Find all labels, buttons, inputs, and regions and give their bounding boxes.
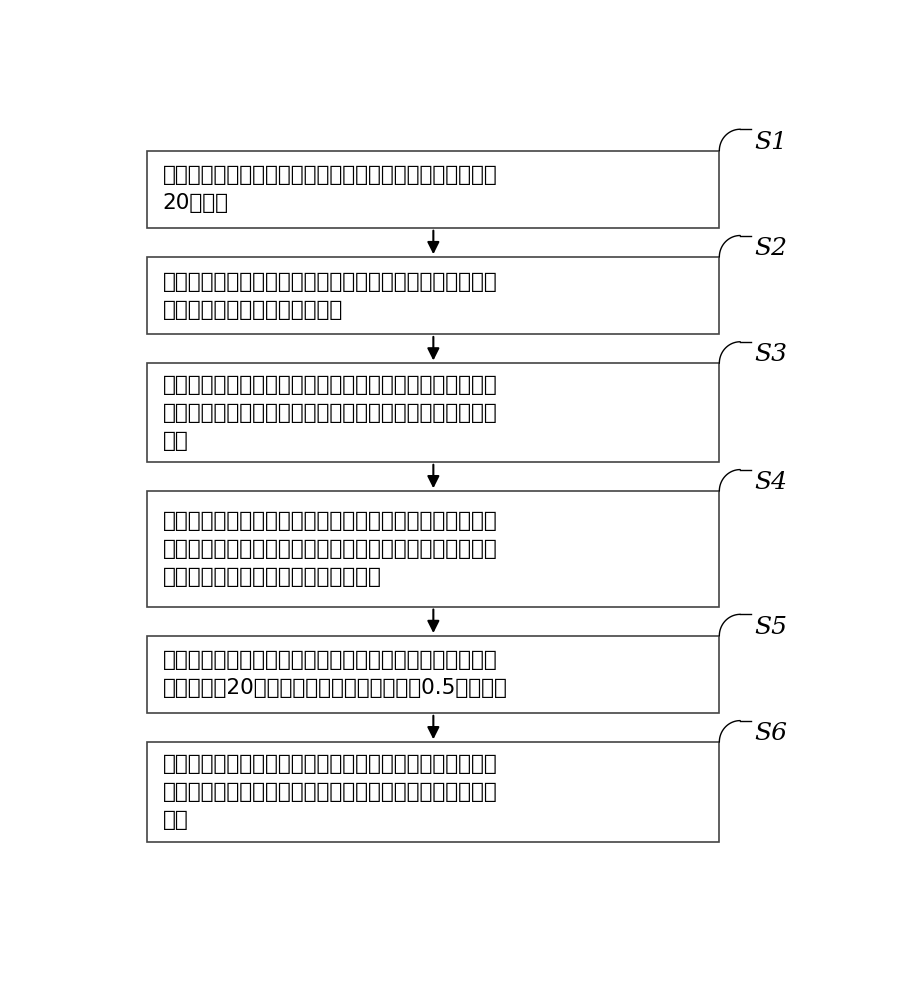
Text: 反应管道内的混合液循环流回所述容器，该容器中的溶液再
循环流入膜反应器的第一空间，与穿过微孔膜的丙烯腈循环
反应: 反应管道内的混合液循环流回所述容器，该容器中的溶液再 循环流入膜反应器的第一空间… xyxy=(163,754,498,830)
Text: 提供丙烯腈，该丙烯腈通过一第二输送管道连续加入至膜反
应器的第二空间，丙烯腈穿过微孔膜进入第一空间加入至流
动的游离细胞液中混合后形成一混合液: 提供丙烯腈，该丙烯腈通过一第二输送管道连续加入至膜反 应器的第二空间，丙烯腈穿过… xyxy=(163,511,498,587)
Text: 将所述游离细胞液通过一第一输送管道连续加入之膜反应器
的第一空间，并使游离细胞液在第一空间内沿微孔膜的表面
流动: 将所述游离细胞液通过一第一输送管道连续加入之膜反应器 的第一空间，并使游离细胞液… xyxy=(163,375,498,451)
Bar xyxy=(148,363,719,462)
Text: S6: S6 xyxy=(754,722,788,745)
Bar xyxy=(148,742,719,842)
Text: 所述混合液从第一空间流出进入一反应管道，该反应管道内
的温度小于20摄氏度，反应管道的长度大于0.5米；以及: 所述混合液从第一空间流出进入一反应管道，该反应管道内 的温度小于20摄氏度，反应… xyxy=(163,650,508,698)
Text: S1: S1 xyxy=(754,131,788,154)
Text: S4: S4 xyxy=(754,471,788,494)
Bar xyxy=(148,636,719,713)
Text: 提供一膜反应器，该膜反应器包括一微孔膜，该微孔膜将膜
反应器分为第一空间和第二空间: 提供一膜反应器，该膜反应器包括一微孔膜，该微孔膜将膜 反应器分为第一空间和第二空… xyxy=(163,272,498,320)
Bar xyxy=(148,151,719,228)
Text: S5: S5 xyxy=(754,616,788,639)
Text: S2: S2 xyxy=(754,237,788,260)
Bar xyxy=(148,491,719,607)
Text: 提供一容器，该容器中盛有游离细胞液，该容器的温度小于
20摄氏度: 提供一容器，该容器中盛有游离细胞液，该容器的温度小于 20摄氏度 xyxy=(163,165,498,213)
Bar xyxy=(148,257,719,334)
Text: S3: S3 xyxy=(754,343,788,366)
